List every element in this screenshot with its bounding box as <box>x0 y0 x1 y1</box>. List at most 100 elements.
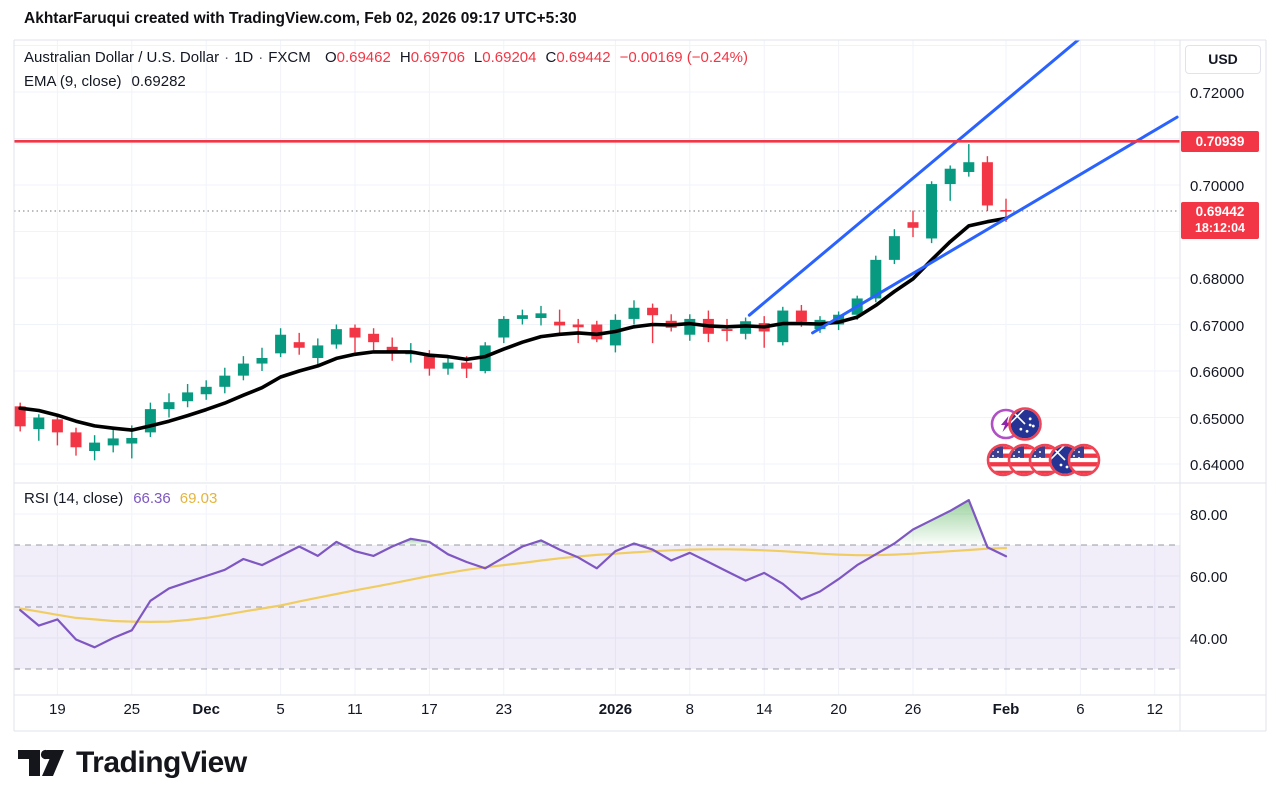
last-price-value: 0.69442 <box>1195 204 1245 219</box>
candle-body <box>423 356 435 369</box>
chart-frame-borders <box>13 39 1267 732</box>
candle-body <box>628 307 640 319</box>
price-axis[interactable]: USD 0.70939 0.69442 18:12:04 0.72000 0.700… <box>1180 40 1266 731</box>
candle-body <box>144 409 156 433</box>
time-axis-label: 20 <box>830 701 847 718</box>
candle-body <box>498 318 510 338</box>
open-label: O <box>324 49 337 66</box>
rsi-tick-label: 60.00 <box>1190 569 1228 586</box>
candle-body <box>237 363 249 376</box>
candle-body <box>684 318 696 335</box>
rsi-overbought-fill <box>891 500 987 545</box>
candle-body <box>200 386 212 395</box>
candle-body <box>833 314 845 325</box>
candle-body <box>572 324 584 328</box>
candle-body <box>907 222 919 228</box>
candle-body <box>275 334 287 354</box>
channel-upper <box>747 40 1081 317</box>
low-value: 0.69204 <box>482 49 537 66</box>
price-tick-label: 0.64000 <box>1190 457 1245 474</box>
time-axis-label: 14 <box>755 701 773 718</box>
candle-body <box>14 406 26 427</box>
time-axis-label: 23 <box>495 701 513 718</box>
bar-countdown: 18:12:04 <box>1194 221 1246 235</box>
candle-body <box>107 438 119 446</box>
candle-body <box>330 329 342 345</box>
price-tick-label: 0.67000 <box>1190 317 1245 335</box>
time-axis-label: 6 <box>1076 701 1085 718</box>
candle-body <box>888 236 900 260</box>
time-axis-label: 26 <box>904 701 922 718</box>
rsi-value: 66.36 <box>133 490 171 507</box>
header-credit: AkhtarFaruqui created with TradingView.c… <box>24 10 577 27</box>
candle-body <box>293 342 305 348</box>
candle-body <box>926 184 938 239</box>
channel-lower <box>811 115 1179 335</box>
tradingview-logo[interactable]: TradingView <box>16 744 247 782</box>
candle-body <box>33 417 45 430</box>
candle-body <box>349 327 361 338</box>
currency-button[interactable]: USD <box>1185 45 1261 74</box>
candle-body <box>51 419 63 433</box>
close-value: 0.69442 <box>556 49 611 66</box>
price-tick-label: 0.72000 <box>1190 85 1245 102</box>
candle-body <box>368 333 380 343</box>
candle-body <box>963 162 975 172</box>
ema-line <box>18 216 1008 432</box>
candle-body <box>386 346 398 352</box>
close-label: C <box>545 49 557 66</box>
rsi-ma-value: 69.03 <box>179 490 218 507</box>
rsi-pane <box>14 499 1180 670</box>
candle-body <box>219 375 231 387</box>
symbol-legend: Australian Dollar / U.S. Dollar · 1D · FXCM … <box>24 49 748 66</box>
candle-body <box>554 321 566 326</box>
ema-value: 0.69282 <box>131 73 186 90</box>
candle-body <box>461 362 473 369</box>
change-value: −0.00169 (−0.24%) <box>619 49 749 66</box>
candle-body <box>70 432 82 448</box>
time-axis-label: 2026 <box>598 701 633 718</box>
ema-name: EMA (9, close) <box>24 73 122 90</box>
rsi-legend[interactable]: RSI (14, close) 66.36 69.03 <box>24 490 217 507</box>
candle-body <box>516 315 528 319</box>
rsi-tick-label: 40.00 <box>1190 631 1228 648</box>
ema-legend[interactable]: EMA (9, close) 0.69282 <box>24 73 186 90</box>
tradingview-logo-icon <box>18 749 64 776</box>
exchange-label[interactable]: FXCM <box>268 49 311 66</box>
candle-body <box>126 437 138 444</box>
time-axis-label: Dec <box>192 701 220 718</box>
price-tick-label: 0.70000 <box>1190 178 1245 195</box>
candle-body <box>591 324 603 340</box>
flag-au-icon <box>1008 407 1042 441</box>
interval-label[interactable]: 1D <box>234 49 254 66</box>
symbol-title[interactable]: Australian Dollar / U.S. Dollar <box>24 49 220 66</box>
resistance-value: 0.70939 <box>1195 134 1245 149</box>
rsi-name: RSI (14, close) <box>24 490 124 507</box>
rsi-overbought-fill <box>395 538 435 545</box>
candle-body <box>647 307 659 316</box>
candle-body <box>163 402 175 410</box>
low-label: L <box>473 49 483 66</box>
separator-dot: · <box>224 49 230 66</box>
flag-us-icon <box>1067 443 1101 477</box>
last-price-label: 0.69442 18:12:04 <box>1181 202 1259 239</box>
candle-body <box>182 392 194 402</box>
time-axis-label: 17 <box>421 701 438 718</box>
time-axis-label: 19 <box>49 701 66 718</box>
candle-body <box>795 310 807 322</box>
candle-body <box>312 345 324 358</box>
event-markers[interactable] <box>986 407 1101 477</box>
ohlc-values: O0.69462 H0.69706 L0.69204 C0.69442 −0.00169… <box>325 49 748 66</box>
time-axis-label: 8 <box>685 701 694 718</box>
time-axis-label: 5 <box>276 701 285 718</box>
time-axis[interactable]: 19 25 Dec 5 11 17 23 2026 8 14 20 26 Feb 6 12 <box>14 695 1180 731</box>
time-axis-label: 12 <box>1146 701 1164 718</box>
candle-body <box>944 168 956 185</box>
candle-body <box>777 310 789 343</box>
price-tick-label: 0.68000 <box>1190 271 1245 288</box>
candle-body <box>442 362 454 369</box>
price-pane <box>14 40 1180 461</box>
candle-body <box>981 162 993 206</box>
